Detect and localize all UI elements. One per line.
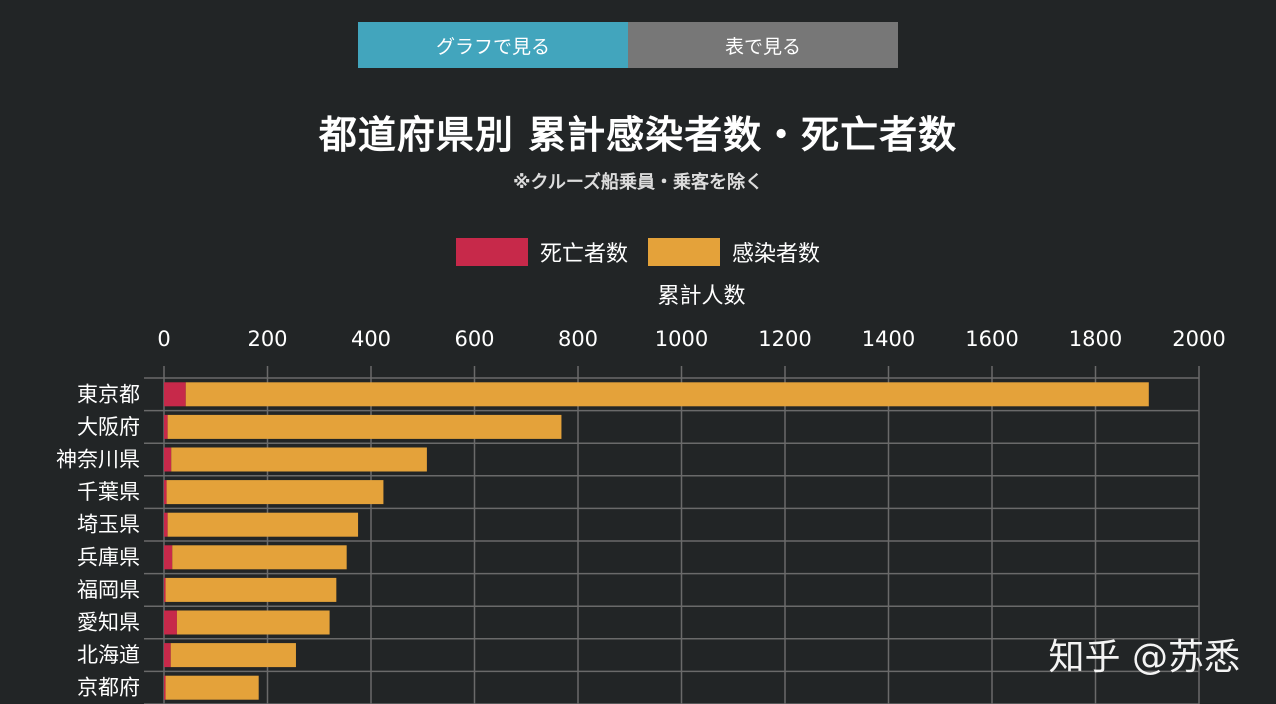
x-tick-label: 1800 [1069,327,1122,351]
watermark: 知乎 @苏悉 [1048,637,1240,678]
bar-infections [185,382,1149,407]
x-tick-label: 800 [558,327,598,351]
legend-swatch-deaths [455,238,528,266]
legend-item-infections[interactable]: 感染者数 [648,236,820,268]
category-label: 千葉県 [77,480,140,504]
category-label: 京都府 [77,676,140,700]
bar-deaths [164,610,177,635]
category-label: 埼玉県 [77,513,140,537]
bar-infections [167,414,562,439]
bar-infections [166,480,384,505]
x-tick-label: 0 [157,327,170,351]
x-tick-label: 1600 [965,327,1018,351]
bar-deaths [164,577,166,602]
category-label: 神奈川県 [56,448,140,472]
bar-deaths [164,447,172,472]
legend-swatch-infections [648,238,720,266]
bar-infections [176,610,330,635]
category-label: 北海道 [77,643,140,667]
category-label: 福岡県 [77,578,140,602]
chart-legend: 死亡者数 感染者数 [0,236,1276,268]
x-tick-label: 1400 [862,327,915,351]
bar-infections [170,643,296,668]
category-label: 東京都 [77,382,140,406]
view-tabs: グラフで見る 表で見る [358,22,898,68]
bar-infections [167,512,359,537]
legend-item-deaths[interactable]: 死亡者数 [455,236,628,268]
bar-deaths [164,675,166,700]
category-label: 大阪府 [77,415,140,439]
category-label: 兵庫県 [77,545,140,569]
bar-deaths [164,414,168,439]
chart-subtitle: ※クルーズ船乗員・乗客を除く [512,172,764,193]
x-axis-title: 累計人数 [657,284,745,309]
bar-deaths [164,545,173,570]
chart-title: 都道府県別 累計感染者数・死亡者数 [318,113,958,157]
legend-label-infections: 感染者数 [732,242,821,267]
bar-deaths [164,382,186,407]
tab-table-view[interactable]: 表で見る [628,22,898,68]
x-tick-label: 400 [351,327,391,351]
bar-infections [165,675,259,700]
bar-infections [171,447,427,472]
x-tick-label: 200 [247,327,287,351]
bar-deaths [164,480,167,505]
bar-infections [165,577,337,602]
x-tick-label: 2000 [1172,327,1225,351]
bar-deaths [164,643,171,668]
bar-infections [172,545,347,570]
category-label: 愛知県 [77,611,140,635]
x-tick-label: 1000 [655,327,708,351]
legend-label-deaths: 死亡者数 [539,242,628,267]
bar-deaths [164,512,168,537]
x-tick-label: 600 [454,327,494,351]
tab-graph-view[interactable]: グラフで見る [358,22,628,68]
x-tick-label: 1200 [758,327,811,351]
